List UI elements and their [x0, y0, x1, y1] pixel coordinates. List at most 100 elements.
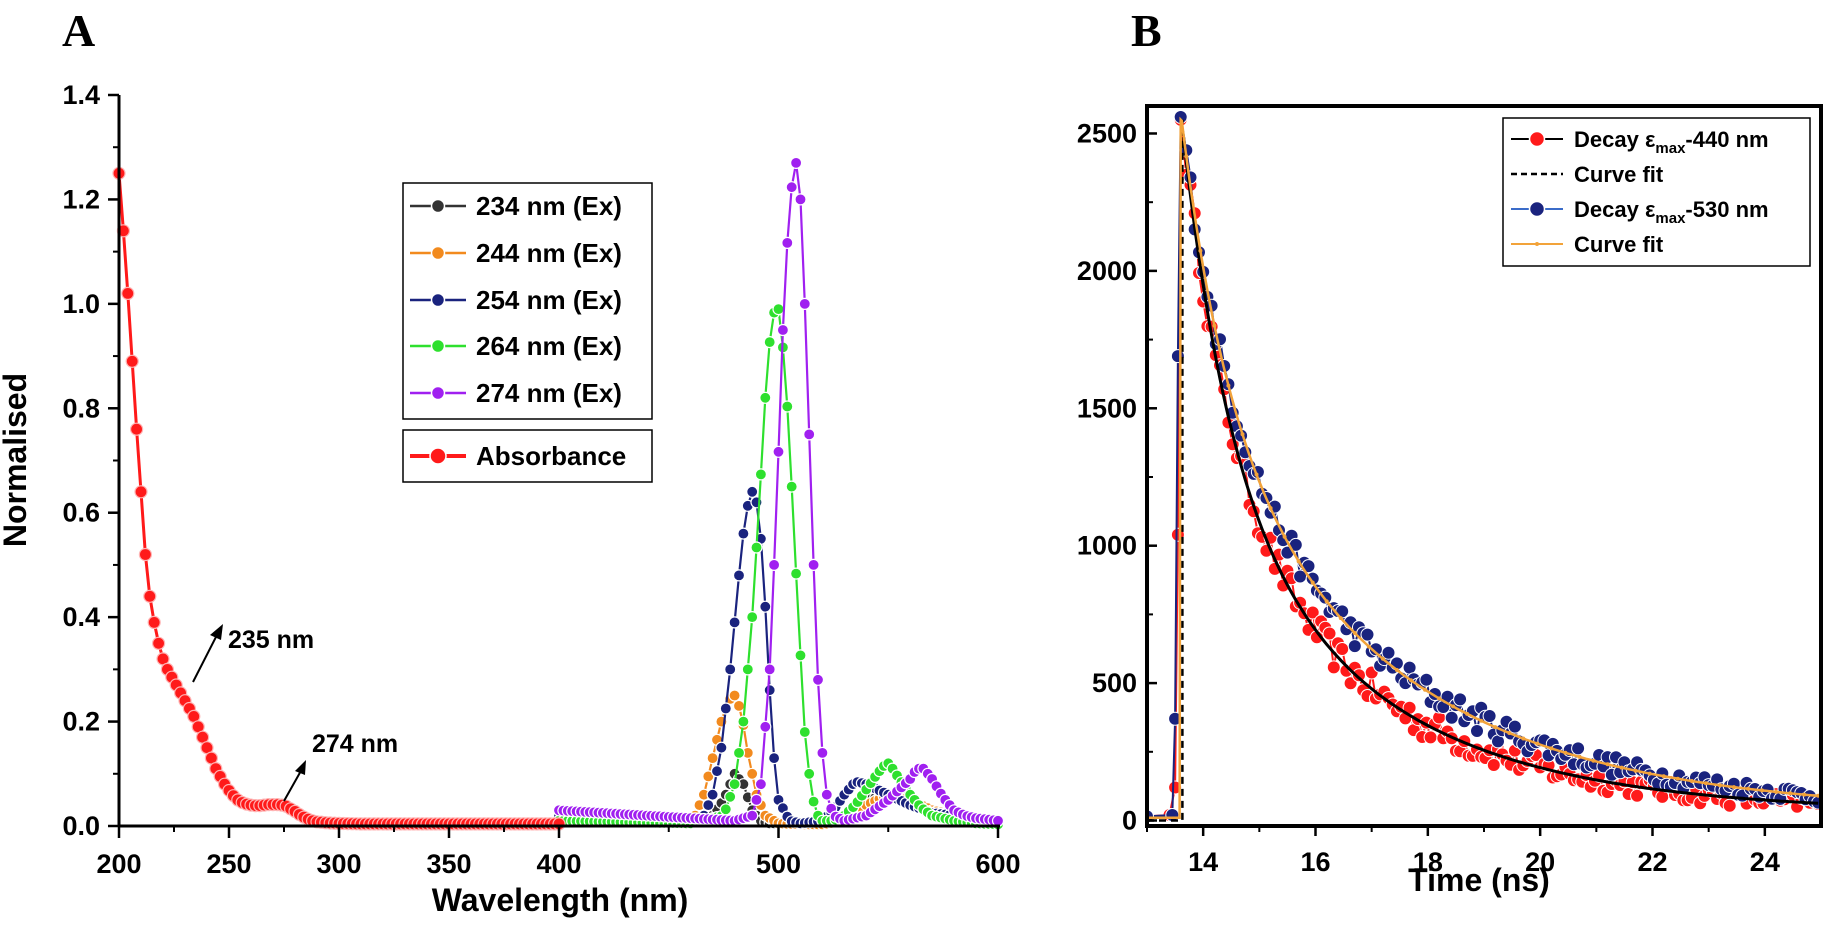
a-xtick-label: 600 — [975, 849, 1020, 879]
curve-fit-530-nm-point — [1689, 779, 1694, 783]
annotation-274-arrowhead — [295, 760, 306, 775]
274-nm-ex-point — [789, 156, 803, 169]
b-xtick-label: 20 — [1525, 847, 1555, 877]
curve-fit-530-nm-point — [1788, 791, 1793, 796]
annotation-235-arrow — [192, 632, 219, 683]
decay-max-440-nm-point — [1168, 780, 1183, 795]
b-legend-marker-2 — [1528, 200, 1546, 218]
b-legend-label-2: Decay εmax-530 nm — [1574, 197, 1769, 227]
series-curve-fit-440-nm — [1147, 119, 1819, 822]
a-ytick-label: 1.2 — [62, 184, 100, 214]
274-nm-ex-point — [816, 746, 829, 760]
274-nm-ex-point — [794, 193, 807, 206]
264-nm-ex-point — [803, 767, 816, 780]
curve-fit-530-nm-point — [1521, 736, 1526, 741]
264-nm-ex-point — [719, 803, 732, 816]
decay-max-530-nm-point — [1507, 719, 1522, 734]
264-nm-ex-point — [724, 790, 737, 803]
curve-fit-530-nm-point — [1352, 631, 1357, 635]
244-nm-ex-point — [728, 689, 741, 702]
254-nm-ex-point — [763, 684, 776, 697]
curve-fit-530-nm-point — [1451, 704, 1456, 709]
series-decay-max-530-nm — [1147, 110, 1821, 824]
274-nm-ex-point — [746, 809, 759, 822]
decay-max-530-nm-point — [1381, 645, 1396, 660]
curve-fit-530-nm-point — [1437, 696, 1442, 701]
274-nm-ex-point — [772, 445, 785, 458]
264-nm-ex-point — [807, 795, 820, 808]
panel-a-y-axis-title: Normalised — [0, 373, 33, 547]
decay-max-530-nm-point — [1368, 642, 1383, 657]
b-legend-text: Decay ε — [1574, 197, 1656, 222]
curve-fit-530-nm-point — [1703, 781, 1708, 786]
curve-fit-530-nm-point — [1366, 644, 1371, 649]
panel-b-x-axis-title: Time (ns) — [1408, 862, 1550, 898]
244-nm-ex-point — [732, 699, 746, 713]
decay-max-530-nm-point — [1470, 724, 1484, 738]
curve-fit-530-nm-point — [1563, 750, 1568, 755]
b-ytick-label: 2000 — [1077, 256, 1137, 286]
b-legend-sub: max — [1655, 210, 1686, 227]
b-xtick-label: 22 — [1637, 847, 1667, 877]
decay-max-530-nm-point — [1453, 692, 1468, 707]
264-nm-ex-point — [789, 567, 803, 580]
254-nm-ex-point — [737, 527, 750, 540]
274-nm-ex-point — [785, 181, 798, 194]
a-ytick-label: 0.4 — [62, 602, 100, 632]
254-nm-ex-point — [759, 600, 772, 613]
b-ytick-label: 500 — [1092, 668, 1137, 698]
curve-fit-530-nm-point — [1605, 762, 1610, 767]
annotation-235-arrowhead — [210, 624, 223, 640]
curve-fit-530-nm-point — [1226, 383, 1231, 388]
254-nm-ex-point — [710, 765, 724, 778]
curve-fit-530-nm-point — [1268, 506, 1273, 511]
264-nm-ex-point — [732, 746, 746, 760]
curve-fit-530-nm-point — [1479, 718, 1484, 723]
absorbance-point — [134, 485, 148, 499]
264-nm-ex-point — [754, 468, 768, 481]
b-legend-text: Curve fit — [1574, 232, 1664, 257]
curve-fit-530-nm-point — [1296, 559, 1301, 564]
curve-fit-530-nm-point — [1661, 774, 1666, 779]
series-274-nm-ex — [552, 156, 1005, 827]
b-legend-label-3: Curve fit — [1574, 232, 1664, 257]
274-nm-ex-point — [811, 673, 825, 686]
legend-label-254-nm-ex: 254 nm (Ex) — [476, 285, 622, 315]
254-nm-ex-point — [719, 702, 732, 715]
absorbance-point — [147, 615, 161, 630]
b-legend-text: Decay ε — [1574, 127, 1656, 152]
legend-label-234-nm-ex: 234 nm (Ex) — [476, 191, 622, 221]
244-nm-ex-point — [702, 770, 715, 783]
254-nm-ex-point — [746, 485, 759, 498]
254-nm-ex-point — [724, 663, 737, 676]
legend-label-274-nm-ex: 274 nm (Ex) — [476, 378, 622, 408]
curve-fit-530-nm-point — [1535, 741, 1540, 746]
274-nm-ex-point — [750, 793, 763, 807]
curve-fit-530-nm-point — [1717, 783, 1722, 788]
decay-max-530-nm-point — [1402, 660, 1417, 675]
curve-fit-530-nm-point — [1184, 154, 1189, 159]
a-ytick-label: 1.0 — [62, 289, 100, 319]
decay-max-530-nm-point — [1419, 672, 1434, 687]
a-ytick-label: 0.6 — [62, 498, 100, 528]
absorbance-point — [130, 422, 144, 436]
curve-fit-530-nm-point — [1198, 248, 1203, 253]
264-nm-ex-point — [798, 725, 811, 739]
b-ytick-label: 2500 — [1077, 118, 1137, 148]
a-ytick-label: 0.8 — [62, 393, 100, 423]
curve-fit-530-nm-point — [1802, 792, 1807, 797]
264-nm-ex-point — [794, 649, 807, 662]
a-xtick-label: 200 — [96, 849, 141, 879]
curve-fit-530-nm-point — [1633, 768, 1638, 773]
b-xtick-label: 16 — [1300, 847, 1330, 877]
curve-fit-530-nm-point — [1507, 731, 1512, 735]
curve-fit-530-nm-point — [1212, 323, 1217, 328]
a-xtick-label: 350 — [426, 849, 471, 879]
274-nm-ex-point — [767, 558, 781, 572]
absorbance-point — [121, 286, 135, 300]
b-xtick-label: 14 — [1188, 847, 1218, 877]
b-legend-label-1: Curve fit — [1574, 162, 1664, 187]
panel-a-ticks: 0.0 0.2 0.4 0.6 0.8 1.0 1.2 1.4 200 250 300 350 400 5… — [62, 80, 1020, 879]
decay-max-530-nm-point — [1444, 710, 1459, 725]
